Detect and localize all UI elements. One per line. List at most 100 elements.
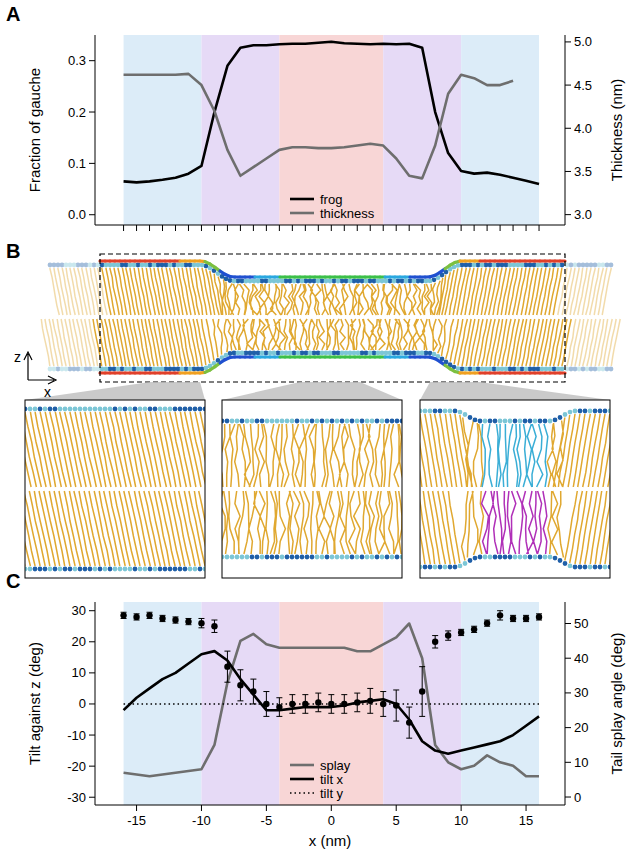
panel-chart: 0.00.10.20.33.03.54.04.55.0Fraction of g… [6, 3, 625, 231]
lipid-heads [420, 409, 610, 570]
point [341, 701, 347, 707]
region [201, 35, 279, 225]
y2-tick-label: 4.0 [574, 121, 592, 136]
error-bar [134, 614, 140, 620]
legend-label: frog [320, 192, 342, 207]
panel-chart: -15-10-5051015-30-20-1001020300102030405… [6, 570, 625, 849]
error-bar [315, 693, 321, 712]
zoom-connector [420, 382, 610, 400]
lipid-heads [48, 263, 97, 372]
x-axis-line [95, 225, 565, 226]
y2-tick-label: 5.0 [574, 34, 592, 49]
x-tick [357, 225, 358, 231]
x-tick [370, 225, 371, 231]
zoom-content [420, 409, 610, 570]
y2-axis-line [565, 602, 566, 805]
region [461, 35, 539, 225]
lipid-tails [482, 491, 547, 554]
zoom-frame [25, 400, 205, 578]
x-tick [253, 225, 254, 231]
x-tick [175, 225, 176, 231]
y2-tick-label: 4.5 [574, 78, 592, 93]
y-tick [89, 60, 95, 61]
x-tick-label: -10 [192, 813, 211, 828]
y-tick-label: 0.1 [68, 156, 86, 171]
zoom-connector [222, 382, 402, 400]
x-tick [123, 225, 124, 231]
x-tick-label: 0 [328, 813, 335, 828]
point [263, 701, 269, 707]
point [315, 699, 321, 705]
error-bar [354, 693, 360, 712]
point [471, 626, 477, 632]
x-tick [188, 225, 189, 231]
point [237, 682, 243, 688]
y-tick [89, 641, 95, 642]
legend-label: thickness [320, 206, 375, 221]
lipid-tails [222, 424, 402, 554]
error-bar [250, 679, 256, 704]
y-tick-label: 0 [79, 696, 86, 711]
x-tick [240, 225, 241, 231]
y2-axis-line [565, 35, 566, 225]
x-tick [500, 225, 501, 231]
y2-tick [565, 762, 571, 763]
legend-key [290, 198, 314, 201]
region [201, 602, 279, 805]
zoom-content [222, 419, 402, 560]
point [367, 698, 373, 704]
point [393, 702, 399, 708]
surface-line [560, 259, 565, 262]
y2-tick [565, 85, 571, 86]
error-bar [302, 695, 308, 714]
y2-tick [565, 692, 571, 693]
error-bar [406, 707, 412, 738]
legend-label: tilt y [320, 786, 344, 801]
y2-tick [565, 171, 571, 172]
x-tick [331, 805, 332, 811]
error-bar [497, 611, 503, 620]
region [124, 35, 202, 225]
y-tick-label: 0.3 [68, 53, 86, 68]
x-tick [448, 225, 449, 231]
x-tick-label: 10 [454, 813, 468, 828]
point [484, 620, 490, 626]
zoom-content [25, 407, 205, 572]
error-bar [160, 615, 166, 621]
point [250, 688, 256, 694]
x-tick-label: -5 [261, 813, 273, 828]
y-axis-line [95, 35, 96, 225]
x-tick [487, 225, 488, 231]
point [159, 615, 165, 621]
x-tick [279, 225, 280, 231]
zoom-region [100, 254, 565, 382]
error-bar [211, 620, 217, 632]
error-bar [121, 612, 127, 618]
error-bar [419, 667, 425, 717]
x-tick [396, 225, 397, 231]
error-bar [393, 690, 399, 721]
x-tick [214, 225, 215, 231]
x-tick [136, 225, 137, 231]
y2-axis-title: Tail splay angle (deg) [608, 633, 625, 775]
x-tick [292, 225, 293, 231]
error-bar [198, 618, 204, 627]
region [383, 35, 461, 225]
point [458, 629, 464, 635]
y2-tick [565, 41, 571, 42]
legend-label: tilt x [320, 772, 344, 787]
x-tick [331, 225, 332, 231]
line-tilt-x [124, 651, 539, 754]
lipid-heads [48, 263, 101, 372]
region [461, 602, 539, 805]
lipid-heads [100, 263, 565, 372]
lipid-heads [100, 263, 565, 372]
panel-letter: C [6, 570, 20, 592]
y-axis-title: Tilt against z (deg) [26, 642, 43, 765]
error-bar [458, 629, 464, 635]
line-splay [124, 624, 539, 777]
error-bar [432, 636, 438, 648]
y2-tick-label: 3.0 [574, 207, 592, 222]
error-bar [172, 617, 178, 623]
x-tick [162, 225, 163, 231]
